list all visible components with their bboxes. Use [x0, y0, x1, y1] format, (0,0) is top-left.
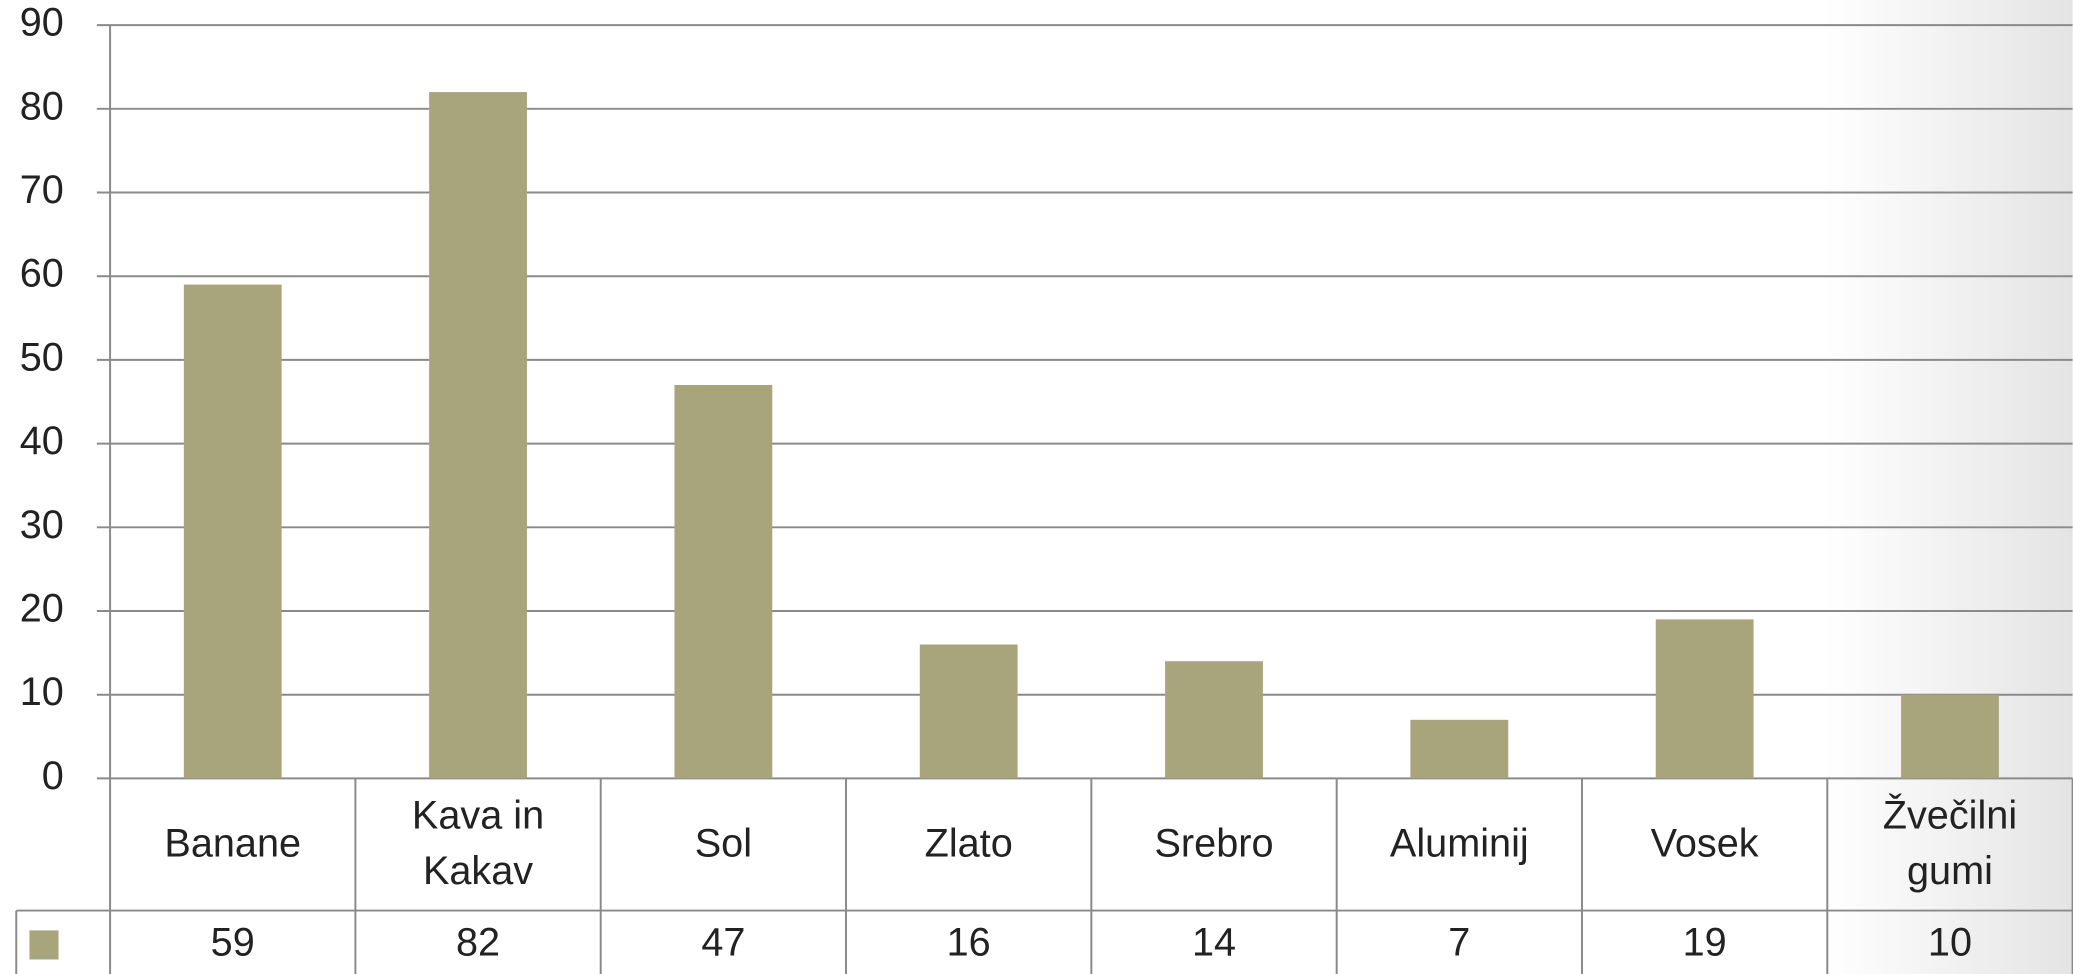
y-tick-label: 80 [20, 84, 64, 128]
y-tick-label: 40 [20, 419, 64, 463]
x-tick-label: Vosek [1650, 822, 1759, 866]
y-tick-label: 10 [20, 670, 64, 714]
bar [674, 385, 773, 779]
y-tick-label: 0 [42, 754, 64, 798]
y-tick-label: 50 [20, 335, 64, 379]
y-tick-label: 90 [20, 1, 64, 45]
x-tick-cell: Sol [694, 822, 753, 866]
x-tick-cell: Žvečilni gumi [1882, 794, 2018, 894]
x-tick-label: Sol [694, 822, 753, 866]
x-tick-label: Žvečilni gumi [1882, 794, 2018, 894]
bar [919, 644, 1018, 779]
table-value: 82 [456, 920, 500, 964]
x-tick-cell: Banane [164, 822, 302, 866]
table-value: 59 [211, 920, 255, 964]
x-tick-label: Banane [164, 822, 302, 866]
table-value: 10 [1928, 920, 1972, 964]
table-value: 7 [1448, 920, 1470, 964]
bar [429, 92, 527, 779]
y-tick-label: 20 [20, 586, 64, 630]
x-tick-cell: Srebro [1154, 822, 1274, 866]
table-value: 19 [1683, 920, 1727, 964]
bar [183, 284, 282, 779]
bar [1165, 661, 1263, 779]
y-tick-label: 70 [20, 168, 64, 212]
x-tick-cell: Kava in Kakav [411, 794, 545, 894]
x-tick-label: Zlato [924, 822, 1013, 866]
x-tick-label: Srebro [1154, 822, 1274, 866]
table-value: 16 [947, 920, 991, 964]
bar [1901, 694, 1999, 779]
x-tick-cell: Aluminij [1389, 822, 1529, 866]
y-tick-label: 30 [20, 503, 64, 547]
x-tick-cell: Vosek [1650, 822, 1759, 866]
x-tick-label: Kava in Kakav [411, 794, 545, 894]
bar [1655, 619, 1754, 779]
table-value: 47 [701, 920, 745, 964]
y-tick-label: 60 [20, 252, 64, 296]
table-value: 14 [1192, 920, 1236, 964]
x-tick-cell: Zlato [924, 822, 1013, 866]
x-tick-label: Aluminij [1389, 822, 1529, 866]
legend-key [29, 930, 59, 960]
bar [1410, 719, 1509, 779]
